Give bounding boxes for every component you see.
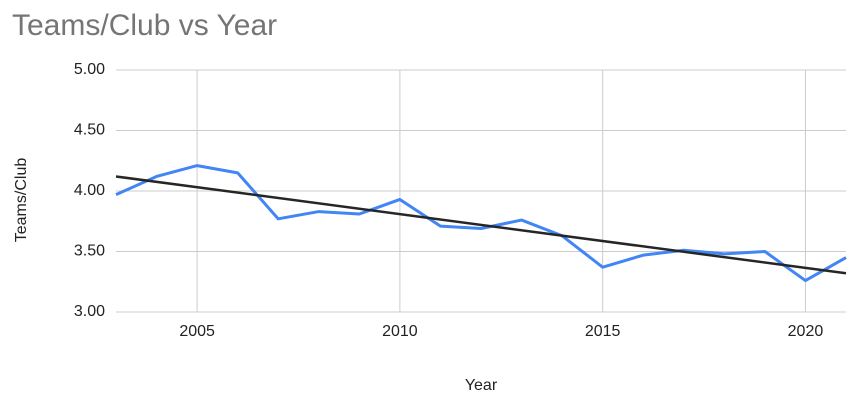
x-tick-label: 2015: [585, 323, 621, 340]
x-tick-label: 2020: [788, 323, 824, 340]
y-tick-label: 3.00: [74, 303, 105, 320]
data-line: [115, 164, 847, 283]
y-tick-label: 3.50: [74, 243, 105, 260]
x-tick-label: 2010: [382, 323, 418, 340]
y-tick-label: 5.00: [74, 61, 105, 78]
x-axis-label: Year: [465, 377, 498, 394]
y-axis-label: Teams/Club: [13, 158, 30, 243]
y-tick-label: 4.00: [74, 182, 105, 199]
trend-line: [115, 175, 847, 275]
chart-title: Teams/Club vs Year: [12, 9, 277, 42]
y-tick-label: 4.50: [74, 122, 105, 139]
x-tick-label: 2005: [179, 323, 215, 340]
